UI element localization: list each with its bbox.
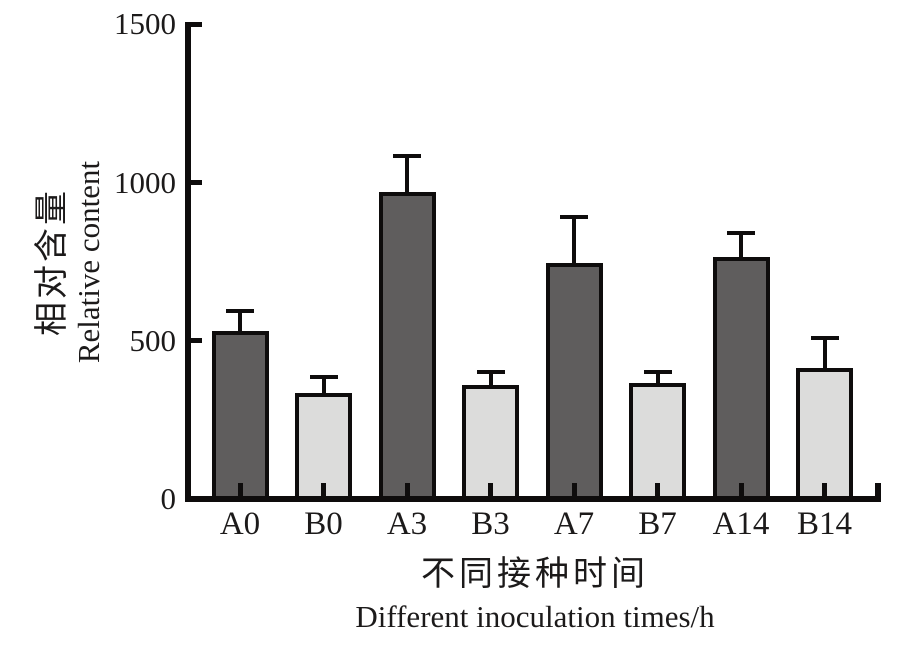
x-axis-tick-B3 [488,483,493,496]
x-axis-line [185,496,881,502]
y-tick-label-1500: 1500 [114,6,176,42]
bar-B7 [629,383,686,502]
x-tick-label-A14: A14 [712,506,770,542]
error-bar-stem-A0 [238,310,242,338]
error-bar-stem-A7 [572,217,576,270]
bar-A7 [545,263,603,502]
x-axis-tick-B14 [822,483,827,496]
y-tick-label-1000: 1000 [114,164,176,200]
x-axis-tick-A7 [571,483,577,496]
error-bar-cap-B3 [476,370,505,375]
x-tick-label-B7: B7 [638,506,677,542]
error-bar-cap-A3 [393,153,421,158]
bar-B3 [462,385,519,502]
x-axis-tick-A0 [237,483,243,496]
bar-B14 [796,367,853,502]
x-axis-tick-B7 [655,483,660,496]
y-tick-label-500: 500 [129,322,177,358]
y-axis-tick-500 [191,338,202,344]
x-axis-tick-A14 [738,483,744,496]
error-bar-cap-B0 [309,375,338,380]
bar-A14 [712,256,770,502]
y-axis-tick-1000 [191,180,202,185]
error-bar-stem-A3 [405,155,409,198]
x-axis-title-zh: 不同接种时间 [421,556,649,593]
y-tick-label-0: 0 [160,481,177,516]
x-tick-label-A3: A3 [386,506,428,542]
x-tick-label-A0: A0 [219,506,261,542]
x-tick-label-A7: A7 [553,506,595,542]
error-bar-cap-A14 [727,231,755,236]
error-bar-cap-A0 [226,308,254,313]
error-bar-stem-A14 [739,233,743,263]
error-bar-cap-B7 [643,370,672,375]
bar-A3 [378,191,436,502]
bar-A0 [211,331,269,502]
error-bar-stem-B14 [822,337,827,374]
y-axis-tick-1500 [191,21,202,27]
x-axis-tick-A3 [404,483,410,496]
x-tick-label-B3: B3 [471,506,510,542]
x-axis-title-en: Different inoculation times/h [355,599,715,634]
error-bar-cap-A7 [560,215,588,220]
x-axis-tick-B0 [321,483,326,496]
error-bar-stem-B3 [488,372,493,392]
x-tick-label-B0: B0 [304,506,343,542]
error-bar-cap-B14 [810,335,839,340]
error-bar-stem-B7 [655,372,660,390]
error-bar-stem-B0 [321,377,326,399]
y-axis-line [185,21,191,502]
x-axis-end-cap [875,483,881,499]
x-tick-label-B14: B14 [796,506,852,542]
